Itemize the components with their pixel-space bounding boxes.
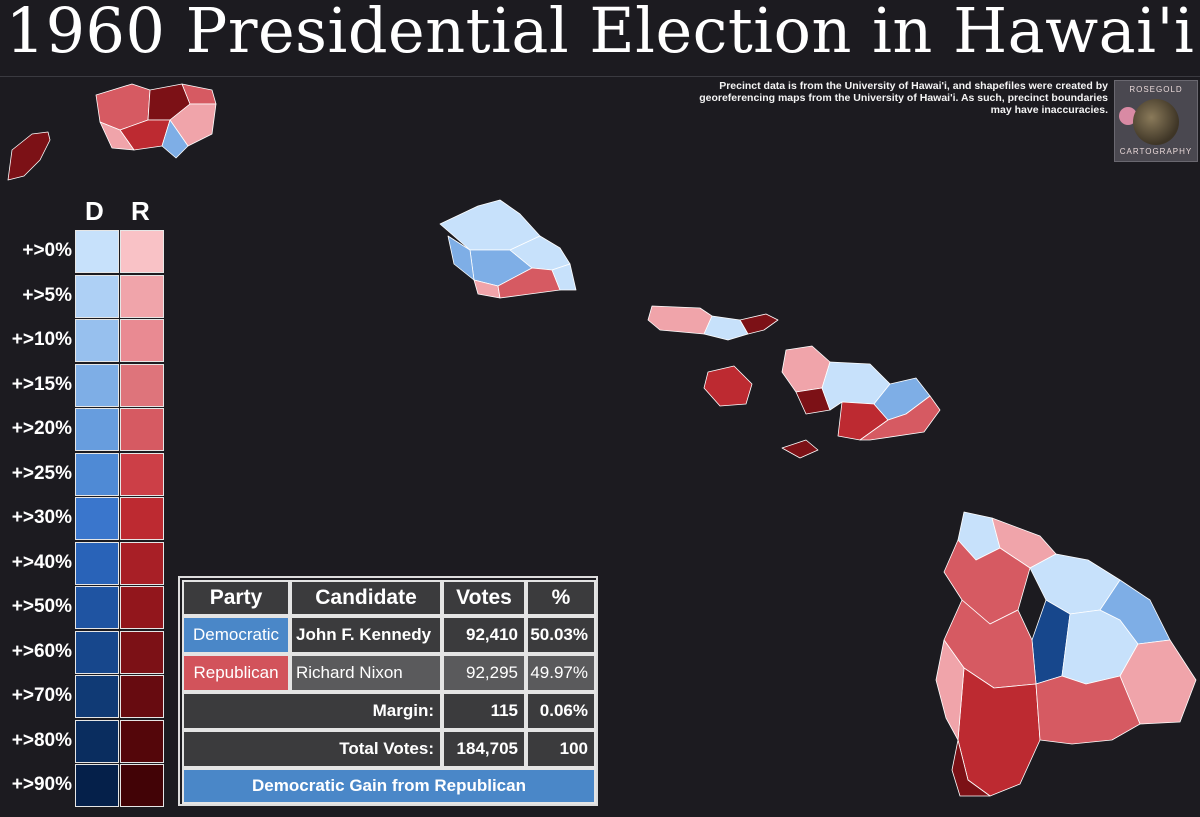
outcome-banner: Democratic Gain from Republican <box>182 768 596 804</box>
niihau-island <box>7 131 51 181</box>
legend-swatch-democratic <box>75 274 119 318</box>
legend-swatch-democratic <box>75 541 119 585</box>
legend-swatch-republican <box>120 274 164 318</box>
header-votes: Votes <box>442 580 526 616</box>
legend-swatch-democratic <box>75 630 119 674</box>
margin-percent-cell: 0.06% <box>526 692 596 730</box>
republican-party-cell: Republican <box>182 654 290 692</box>
legend-swatch-democratic <box>75 230 119 273</box>
oahu-island <box>439 199 577 299</box>
header-percent: % <box>526 580 596 616</box>
legend-swatch-republican <box>120 497 164 540</box>
title-divider <box>0 76 1200 77</box>
legend-swatch-republican <box>120 630 164 674</box>
legend-swatch-republican <box>120 675 164 718</box>
legend-swatch-democratic <box>75 719 119 763</box>
legend-label: +>30% <box>11 507 72 528</box>
legend-header-democratic: D <box>85 196 104 226</box>
header-party: Party <box>182 580 290 616</box>
molokai-island <box>647 305 779 341</box>
legend-swatch-republican <box>120 408 164 451</box>
legend-label: +>90% <box>11 774 72 795</box>
total-label-cell: Total Votes: <box>182 730 442 768</box>
lanai-island <box>703 365 753 407</box>
header-candidate: Candidate <box>290 580 442 616</box>
democratic-party-cell: Democratic <box>182 616 290 654</box>
legend-swatch-republican <box>120 363 164 407</box>
legend-label: +>70% <box>11 685 72 706</box>
legend-swatch-democratic <box>75 319 119 362</box>
total-percent-cell: 100 <box>526 730 596 768</box>
legend-label: +>25% <box>11 462 72 484</box>
maui-island <box>781 345 941 441</box>
rosegold-logo: ROSEGOLD CARTOGRAPHY <box>1114 80 1198 162</box>
total-votes-cell: 184,705 <box>442 730 526 768</box>
legend-label: +>20% <box>11 418 72 439</box>
legend-swatch-republican <box>120 319 164 362</box>
legend-swatch-democratic <box>75 764 119 807</box>
kahoolawe-island <box>781 439 819 459</box>
source-note: Precinct data is from the University of … <box>699 80 1108 116</box>
legend-label: +>0% <box>22 240 72 261</box>
legend-label: +>10% <box>11 329 72 350</box>
nixon-percent-cell: 49.97% <box>526 654 596 692</box>
legend-swatch-republican <box>120 764 164 807</box>
legend-swatch-democratic <box>75 408 119 451</box>
legend-label: +>15% <box>11 373 72 395</box>
legend-label: +>80% <box>11 729 72 751</box>
legend-swatch-republican <box>120 541 164 585</box>
legend-swatch-democratic <box>75 363 119 407</box>
big-island <box>935 511 1197 797</box>
legend-swatch-republican <box>120 719 164 763</box>
kennedy-votes-cell: 92,410 <box>442 616 526 654</box>
kauai-island <box>95 83 217 159</box>
nixon-name-cell: Richard Nixon <box>290 654 442 692</box>
legend-label: +>60% <box>11 640 72 662</box>
kennedy-name-cell: John F. Kennedy <box>290 616 442 654</box>
legend-swatch-democratic <box>75 675 119 718</box>
results-table: Party Candidate Votes % Democratic John … <box>178 576 598 806</box>
legend-label: +>50% <box>11 596 72 617</box>
margin-votes-cell: 115 <box>442 692 526 730</box>
legend-label: +>40% <box>11 551 72 573</box>
legend-swatch-democratic <box>75 497 119 540</box>
margin-label-cell: Margin: <box>182 692 442 730</box>
logo-top-text: ROSEGOLD <box>1129 85 1183 94</box>
nixon-votes-cell: 92,295 <box>442 654 526 692</box>
legend-swatch-democratic <box>75 586 119 629</box>
globe-icon <box>1133 99 1179 145</box>
legend-swatch-republican <box>120 586 164 629</box>
flower-icon <box>1119 107 1137 125</box>
kennedy-percent-cell: 50.03% <box>526 616 596 654</box>
legend-swatch-democratic <box>75 452 119 496</box>
logo-bottom-text: CARTOGRAPHY <box>1119 147 1193 156</box>
page-title: 1960 Presidential Election in Hawai'i <box>5 0 1195 67</box>
legend-header-republican: R <box>131 196 150 226</box>
legend-swatch-republican <box>120 452 164 496</box>
legend-swatch-republican <box>120 230 164 273</box>
legend-label: +>5% <box>22 284 72 306</box>
